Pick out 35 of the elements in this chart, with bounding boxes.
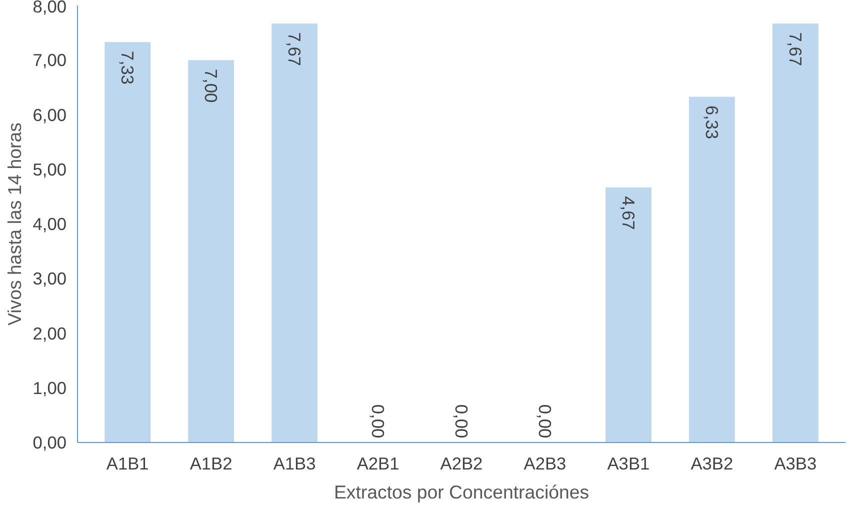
- y-tick-label: 0,00: [32, 432, 67, 452]
- data-label: 7,00: [201, 68, 222, 103]
- data-label: 7,67: [785, 32, 806, 66]
- y-tick-label: 8,00: [32, 0, 67, 16]
- y-tick-label: 7,00: [32, 50, 67, 70]
- y-tick-label: 3,00: [32, 268, 67, 289]
- x-tick-label: A2B2: [440, 454, 483, 474]
- y-tick-label: 2,00: [32, 323, 67, 344]
- data-label: 7,33: [118, 50, 138, 85]
- y-tick-label: 5,00: [32, 159, 67, 180]
- bar: [104, 42, 151, 442]
- x-tick-label: A3B3: [774, 454, 817, 474]
- data-label: 7,67: [284, 32, 305, 66]
- y-tick-label: 1,00: [32, 378, 67, 398]
- x-tick-label: A1B1: [106, 454, 149, 474]
- y-axis-title: Vivos hasta las 14 horas: [4, 122, 25, 326]
- x-tick-label: A2B1: [356, 454, 400, 474]
- y-tick-label: 4,00: [32, 214, 67, 234]
- x-tick-label: A1B3: [273, 454, 316, 474]
- data-label: 4,67: [618, 196, 638, 230]
- bar: [606, 187, 652, 442]
- bar: [688, 96, 735, 442]
- x-tick-label: A3B2: [690, 454, 734, 474]
- bar: [272, 24, 318, 442]
- data-label: 6,33: [702, 105, 722, 140]
- data-label: 0,00: [452, 404, 472, 438]
- x-tick-label: A2B3: [524, 454, 566, 474]
- bar: [188, 60, 234, 442]
- y-tick-label: 6,00: [32, 104, 67, 125]
- bar: [772, 24, 818, 442]
- x-tick-label: A1B2: [190, 454, 232, 474]
- data-label: 0,00: [534, 404, 555, 438]
- data-label: 0,00: [368, 404, 388, 438]
- x-tick-label: A3B1: [607, 454, 650, 474]
- x-axis-title: Extractos por Concentraciónes: [334, 482, 590, 502]
